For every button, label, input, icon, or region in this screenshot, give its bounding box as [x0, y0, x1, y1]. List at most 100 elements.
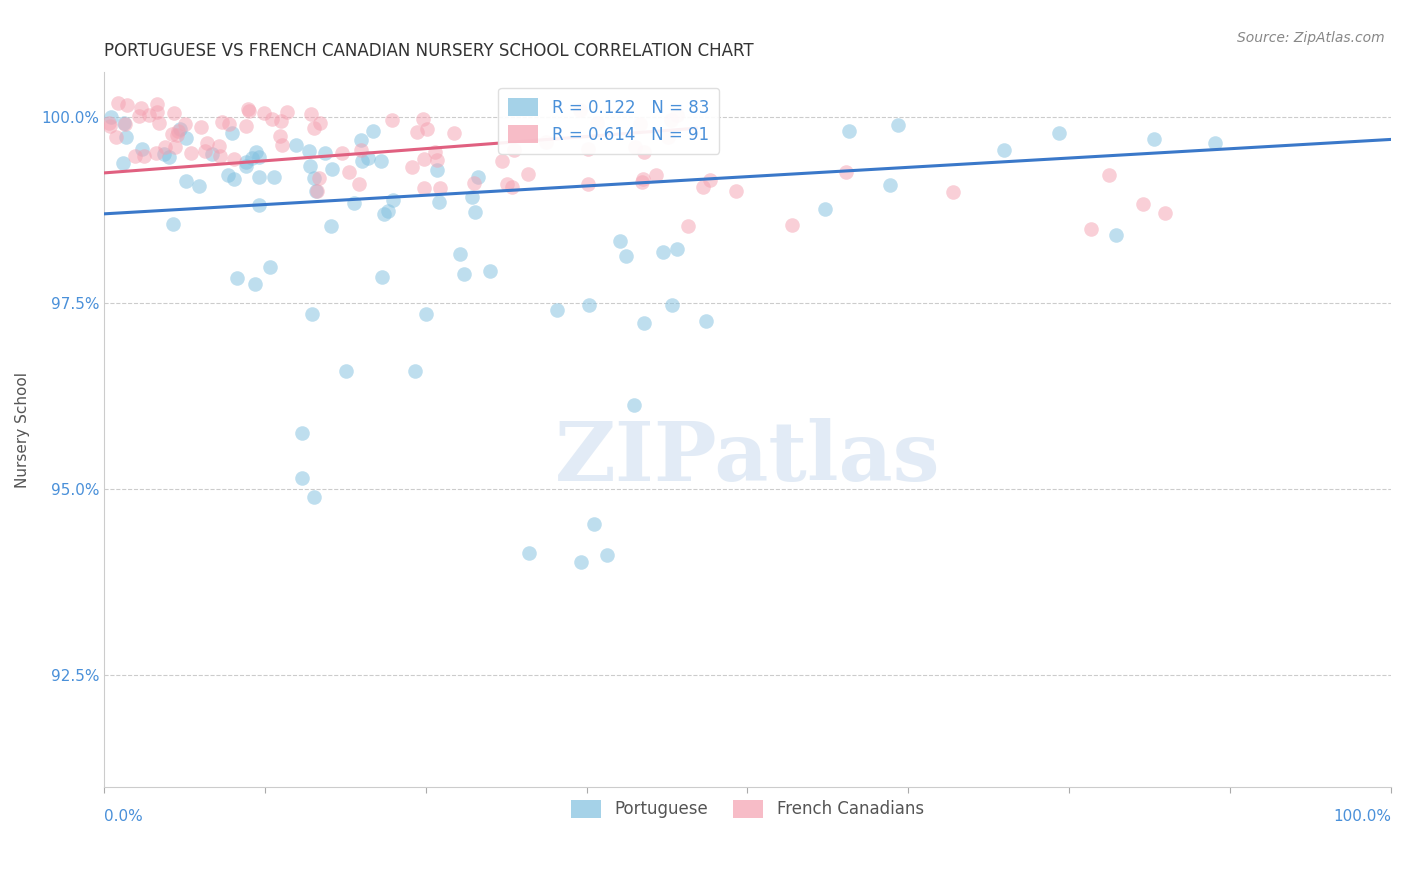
Point — [166, 128, 188, 143]
Point — [623, 398, 645, 412]
Point — [114, 129, 136, 144]
Point — [546, 303, 568, 318]
Point — [169, 121, 191, 136]
Text: ZIPatlas: ZIPatlas — [555, 418, 941, 499]
Point — [146, 96, 169, 111]
Point — [467, 169, 489, 184]
Point — [224, 171, 246, 186]
Point — [128, 110, 150, 124]
Point — [460, 190, 482, 204]
Point — [235, 159, 257, 173]
Point — [162, 127, 184, 141]
Point — [586, 116, 609, 130]
Point — [633, 145, 655, 159]
Point — [270, 114, 292, 128]
Point — [235, 120, 257, 134]
Point — [412, 112, 434, 126]
Point — [517, 546, 540, 560]
Point — [330, 146, 353, 161]
Point — [350, 154, 373, 169]
Point — [501, 180, 523, 194]
Point — [321, 161, 343, 176]
Point — [425, 145, 447, 160]
Point — [401, 160, 423, 174]
Point — [319, 219, 342, 233]
Point — [596, 548, 619, 562]
Point — [427, 194, 450, 209]
Point — [413, 152, 436, 166]
Point — [381, 193, 404, 207]
Point — [302, 490, 325, 504]
Point — [350, 132, 373, 146]
Point — [218, 117, 240, 131]
Point — [124, 149, 146, 163]
Point — [129, 102, 152, 116]
Point — [371, 270, 394, 285]
Point — [582, 517, 605, 532]
Point — [426, 153, 449, 167]
Point — [308, 171, 330, 186]
Point — [659, 113, 682, 128]
Point — [131, 142, 153, 156]
Point — [1098, 168, 1121, 182]
Point — [112, 116, 135, 130]
Point — [190, 120, 212, 135]
Point — [1047, 126, 1070, 140]
Point — [193, 144, 215, 158]
Point — [631, 172, 654, 186]
Text: 100.0%: 100.0% — [1333, 809, 1391, 824]
Point — [253, 106, 276, 120]
Point — [269, 129, 291, 144]
Point — [1132, 196, 1154, 211]
Point — [568, 103, 591, 117]
Point — [942, 185, 965, 199]
Legend: Portuguese, French Canadians: Portuguese, French Canadians — [565, 793, 931, 825]
Point — [676, 219, 699, 233]
Point — [148, 116, 170, 130]
Point — [221, 126, 243, 140]
Point — [578, 298, 600, 312]
Point — [209, 149, 232, 163]
Point — [263, 169, 285, 184]
Point — [302, 121, 325, 136]
Point — [235, 154, 257, 169]
Point — [222, 153, 245, 167]
Point — [307, 184, 329, 198]
Point — [443, 126, 465, 140]
Point — [426, 163, 449, 178]
Point — [291, 470, 314, 484]
Point — [406, 125, 429, 139]
Point — [247, 198, 270, 212]
Point — [111, 155, 134, 169]
Point — [153, 140, 176, 154]
Point — [299, 159, 322, 173]
Point — [107, 95, 129, 110]
Point — [503, 143, 526, 157]
Point — [208, 139, 231, 153]
Point — [157, 150, 180, 164]
Point — [657, 130, 679, 145]
Point — [166, 124, 188, 138]
Point — [145, 146, 167, 161]
Point — [240, 151, 263, 165]
Point — [165, 140, 187, 154]
Point — [236, 102, 259, 116]
Point — [271, 137, 294, 152]
Point — [100, 111, 122, 125]
Point — [337, 165, 360, 179]
Point — [302, 171, 325, 186]
Point — [201, 147, 224, 161]
Point — [569, 555, 592, 569]
Point — [576, 177, 599, 191]
Point — [478, 264, 501, 278]
Point — [645, 169, 668, 183]
Point — [217, 168, 239, 182]
Point — [692, 179, 714, 194]
Point — [631, 175, 654, 189]
Point — [517, 167, 540, 181]
Point — [699, 173, 721, 187]
Text: 0.0%: 0.0% — [104, 809, 143, 824]
Point — [276, 105, 298, 120]
Point — [132, 148, 155, 162]
Point — [614, 249, 637, 263]
